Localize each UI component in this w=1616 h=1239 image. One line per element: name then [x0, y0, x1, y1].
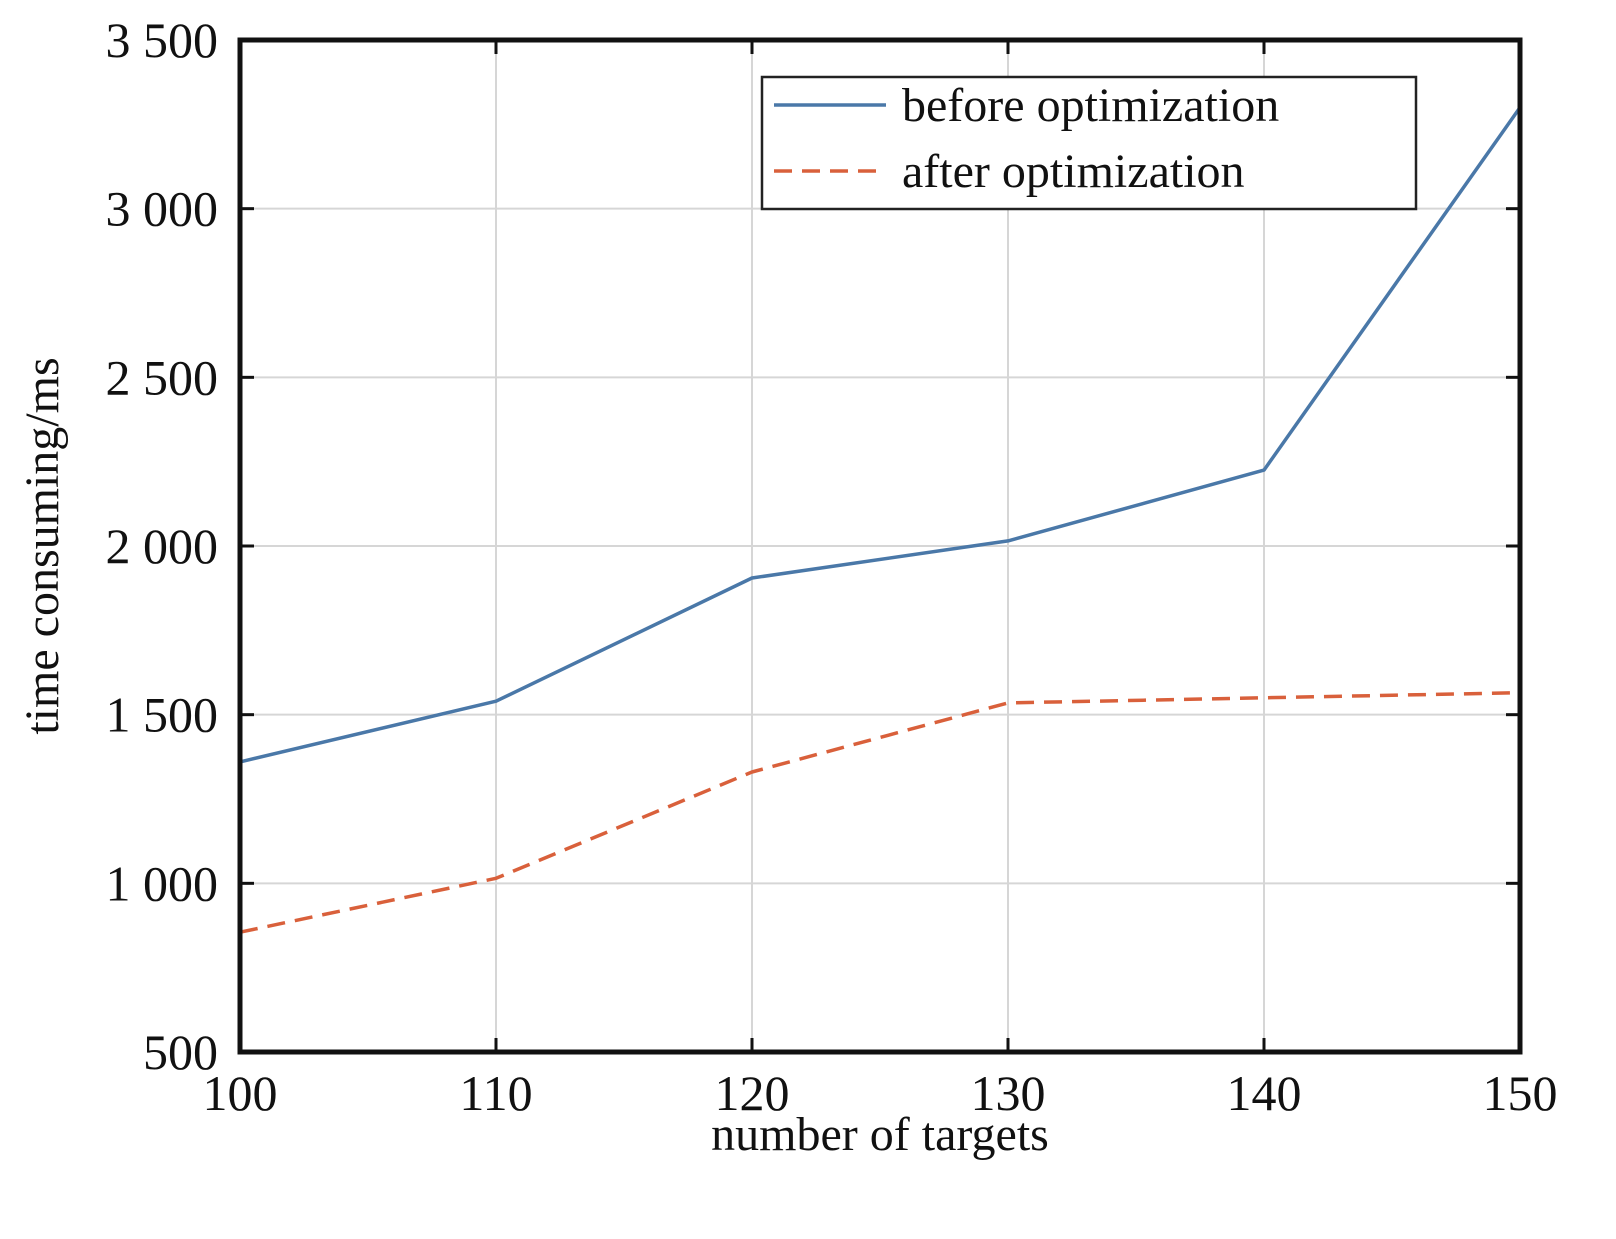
x-tick-label: 130	[971, 1065, 1046, 1121]
series-lines	[239, 106, 1522, 934]
tick-labels: 100 110 120 130 140 150 500 1 000 1 500 2 000 2 50…	[106, 12, 1558, 1121]
x-tick-label: 110	[459, 1065, 532, 1121]
series-line-before-optimization	[239, 106, 1522, 764]
legend-box	[760, 75, 1418, 211]
axis-ticks	[238, 38, 1522, 1054]
y-tick-label: 500	[143, 1024, 218, 1080]
y-tick-label: 3 500	[106, 12, 219, 68]
y-tick-label: 3 000	[106, 181, 219, 237]
legend-label-after-optimization: after optimization	[902, 145, 1245, 198]
legend: before optimization after optimization	[760, 75, 1418, 211]
x-tick-label: 140	[1227, 1065, 1302, 1121]
y-tick-label: 1 500	[106, 687, 219, 743]
x-tick-label: 100	[203, 1065, 278, 1121]
x-tick-label: 150	[1483, 1065, 1558, 1121]
y-axis-title: time consuming/ms	[16, 357, 69, 734]
y-tick-label: 2 000	[106, 518, 219, 574]
y-tick-label: 2 500	[106, 349, 219, 405]
series-line-after-optimization	[239, 690, 1521, 934]
legend-label-before-optimization: before optimization	[902, 79, 1279, 132]
x-tick-label: 120	[715, 1065, 790, 1121]
y-tick-label: 1 000	[106, 855, 219, 911]
x-axis-title: number of targets	[711, 1108, 1049, 1161]
